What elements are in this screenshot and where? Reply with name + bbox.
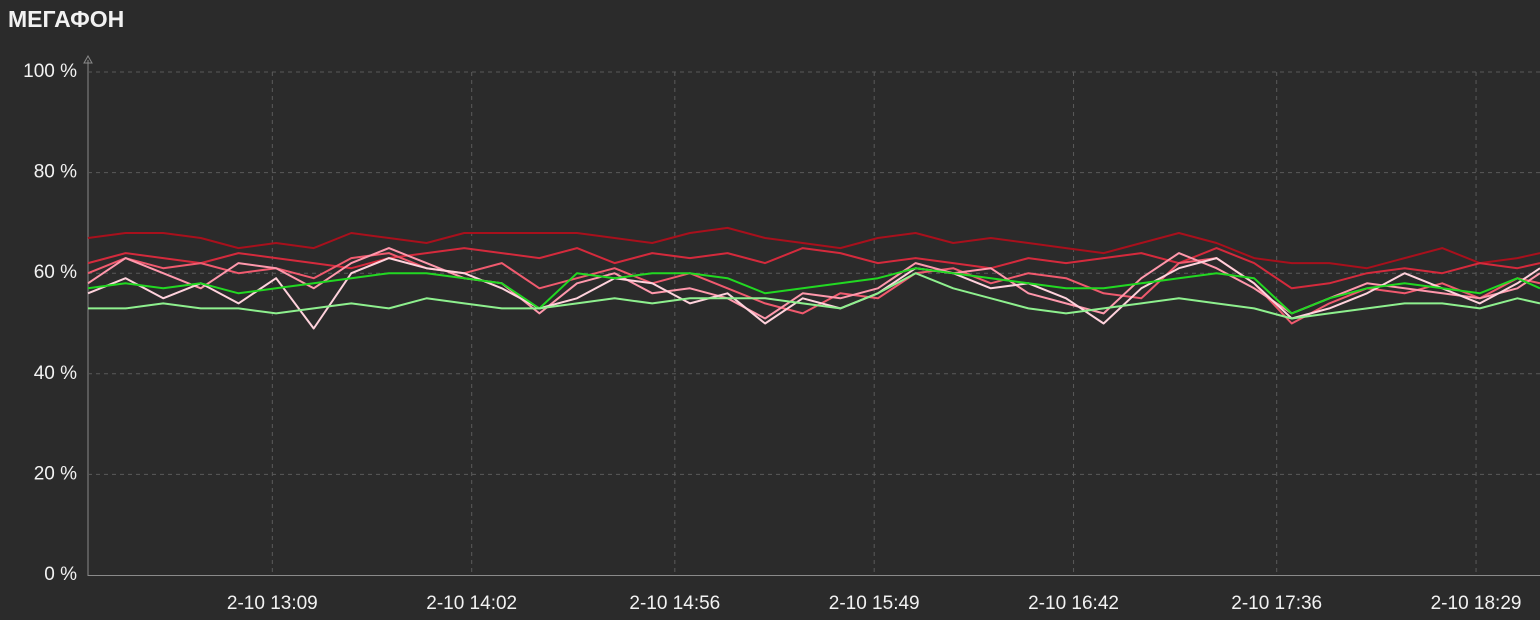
x-tick-label: 2-10 18:29 (1431, 593, 1522, 614)
chart-title: МЕГАФОН (8, 6, 124, 32)
y-tick-label: 20 % (34, 463, 77, 484)
y-tick-label: 40 % (34, 363, 77, 384)
y-tick-label: 0 % (44, 564, 77, 585)
y-tick-label: 60 % (34, 262, 77, 283)
x-tick-label: 2-10 13:09 (227, 593, 318, 614)
x-tick-label: 2-10 16:42 (1028, 593, 1119, 614)
x-tick-label: 2-10 17:36 (1231, 593, 1322, 614)
y-tick-label: 100 % (23, 61, 77, 82)
series-line (87, 267, 1540, 315)
x-tick-label: 2-10 14:56 (629, 593, 720, 614)
series-line (87, 226, 1540, 270)
series-line (88, 272, 1540, 320)
axis-arrow (83, 54, 93, 64)
series-line (87, 257, 1540, 330)
y-tick-label: 80 % (34, 162, 77, 183)
series-line (87, 247, 1540, 290)
x-tick-label: 2-10 14:02 (426, 593, 517, 614)
x-tick-label: 2-10 15:49 (829, 593, 920, 614)
